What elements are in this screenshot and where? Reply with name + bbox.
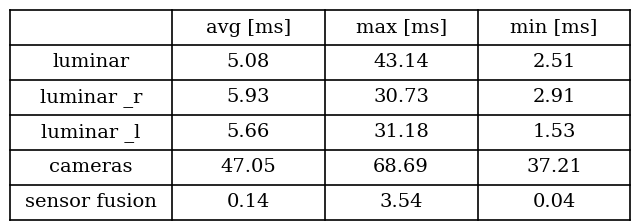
Text: cameras: cameras (49, 158, 132, 176)
Text: 2.91: 2.91 (532, 88, 576, 106)
Text: 1.53: 1.53 (532, 123, 576, 141)
Text: 68.69: 68.69 (373, 158, 429, 176)
Text: 5.93: 5.93 (227, 88, 270, 106)
Text: 5.08: 5.08 (227, 54, 270, 71)
Text: 30.73: 30.73 (373, 88, 429, 106)
Text: 31.18: 31.18 (373, 123, 429, 141)
Text: 37.21: 37.21 (526, 158, 582, 176)
Text: luminar: luminar (52, 54, 129, 71)
Text: 2.51: 2.51 (532, 54, 575, 71)
Text: luminar _l: luminar _l (41, 123, 140, 142)
Text: sensor fusion: sensor fusion (25, 193, 157, 211)
Text: 43.14: 43.14 (373, 54, 429, 71)
Text: 47.05: 47.05 (220, 158, 276, 176)
Text: min [ms]: min [ms] (510, 19, 598, 37)
Text: max [ms]: max [ms] (356, 19, 447, 37)
Text: 3.54: 3.54 (380, 193, 423, 211)
Text: avg [ms]: avg [ms] (205, 19, 291, 37)
Text: 0.14: 0.14 (227, 193, 270, 211)
Text: 5.66: 5.66 (227, 123, 270, 141)
Text: 0.04: 0.04 (532, 193, 575, 211)
Text: luminar _r: luminar _r (40, 88, 142, 107)
